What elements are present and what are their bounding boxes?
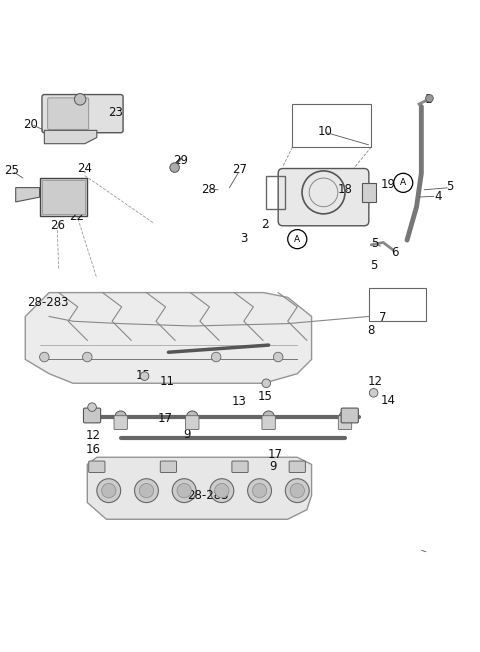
Polygon shape bbox=[25, 293, 312, 383]
Polygon shape bbox=[362, 183, 376, 202]
Circle shape bbox=[140, 372, 149, 380]
Circle shape bbox=[426, 95, 433, 102]
Circle shape bbox=[263, 411, 275, 422]
Circle shape bbox=[369, 389, 378, 397]
Circle shape bbox=[262, 379, 271, 387]
FancyBboxPatch shape bbox=[232, 461, 248, 473]
Text: 22: 22 bbox=[69, 210, 84, 223]
Circle shape bbox=[215, 484, 229, 497]
FancyBboxPatch shape bbox=[48, 98, 89, 129]
Text: 29: 29 bbox=[173, 154, 188, 167]
FancyBboxPatch shape bbox=[186, 416, 199, 430]
Circle shape bbox=[139, 484, 154, 497]
Circle shape bbox=[115, 411, 126, 422]
Text: 10: 10 bbox=[317, 125, 332, 138]
Bar bbox=[369, 288, 426, 321]
Circle shape bbox=[285, 479, 309, 503]
Bar bbox=[42, 181, 85, 214]
Text: 19: 19 bbox=[381, 178, 396, 191]
Text: 26: 26 bbox=[50, 219, 65, 232]
Text: 5: 5 bbox=[370, 259, 377, 272]
Text: 12: 12 bbox=[368, 376, 383, 389]
Circle shape bbox=[210, 479, 234, 503]
Text: 25: 25 bbox=[4, 164, 19, 177]
Bar bbox=[39, 178, 87, 216]
Text: 9: 9 bbox=[270, 460, 277, 473]
Polygon shape bbox=[44, 130, 97, 143]
Text: 20: 20 bbox=[24, 117, 38, 130]
Text: 2: 2 bbox=[261, 218, 269, 231]
Text: 7: 7 bbox=[379, 312, 387, 325]
Circle shape bbox=[339, 411, 351, 422]
Circle shape bbox=[290, 484, 304, 497]
FancyBboxPatch shape bbox=[42, 95, 123, 133]
Text: A: A bbox=[294, 235, 300, 244]
Circle shape bbox=[252, 484, 267, 497]
Text: A: A bbox=[400, 179, 406, 187]
Text: 28: 28 bbox=[202, 183, 216, 196]
Text: 12: 12 bbox=[86, 429, 101, 442]
Text: 3: 3 bbox=[240, 232, 248, 245]
Text: 18: 18 bbox=[337, 183, 352, 196]
Text: 14: 14 bbox=[381, 394, 396, 408]
Text: 21: 21 bbox=[70, 97, 85, 110]
Text: 5: 5 bbox=[372, 237, 379, 250]
Text: 27: 27 bbox=[232, 164, 248, 177]
Text: 1: 1 bbox=[425, 93, 432, 106]
Circle shape bbox=[274, 352, 283, 362]
Text: 28-283: 28-283 bbox=[27, 295, 69, 308]
Circle shape bbox=[83, 352, 92, 362]
FancyBboxPatch shape bbox=[278, 168, 369, 226]
Circle shape bbox=[74, 94, 86, 105]
Text: 6: 6 bbox=[391, 246, 399, 259]
Bar bbox=[292, 104, 371, 147]
Text: 15: 15 bbox=[136, 368, 151, 381]
Polygon shape bbox=[16, 188, 39, 202]
Circle shape bbox=[39, 352, 49, 362]
Text: 23: 23 bbox=[108, 106, 123, 119]
Text: 15: 15 bbox=[258, 390, 273, 403]
Circle shape bbox=[172, 479, 196, 503]
FancyBboxPatch shape bbox=[289, 461, 305, 473]
Circle shape bbox=[170, 163, 180, 172]
Text: 5: 5 bbox=[446, 180, 454, 193]
Text: 17: 17 bbox=[157, 411, 173, 424]
Text: 24: 24 bbox=[77, 162, 93, 175]
Text: 17: 17 bbox=[267, 449, 282, 462]
Text: 28-283: 28-283 bbox=[187, 489, 228, 502]
FancyBboxPatch shape bbox=[89, 461, 105, 473]
FancyBboxPatch shape bbox=[341, 408, 359, 423]
Circle shape bbox=[248, 479, 272, 503]
FancyBboxPatch shape bbox=[114, 416, 127, 430]
FancyBboxPatch shape bbox=[84, 408, 101, 423]
Circle shape bbox=[187, 411, 198, 422]
Circle shape bbox=[177, 484, 192, 497]
FancyBboxPatch shape bbox=[160, 461, 177, 473]
Text: 11: 11 bbox=[160, 376, 175, 389]
FancyBboxPatch shape bbox=[262, 416, 276, 430]
Polygon shape bbox=[87, 457, 312, 519]
Text: 8: 8 bbox=[368, 324, 375, 337]
Text: 9: 9 bbox=[183, 428, 190, 441]
Circle shape bbox=[97, 479, 120, 503]
Text: 16: 16 bbox=[86, 443, 101, 456]
Text: 4: 4 bbox=[434, 190, 442, 203]
Circle shape bbox=[102, 484, 116, 497]
Circle shape bbox=[88, 403, 96, 411]
FancyBboxPatch shape bbox=[338, 416, 352, 430]
Text: 13: 13 bbox=[232, 395, 247, 408]
Circle shape bbox=[211, 352, 221, 362]
Circle shape bbox=[134, 479, 158, 503]
